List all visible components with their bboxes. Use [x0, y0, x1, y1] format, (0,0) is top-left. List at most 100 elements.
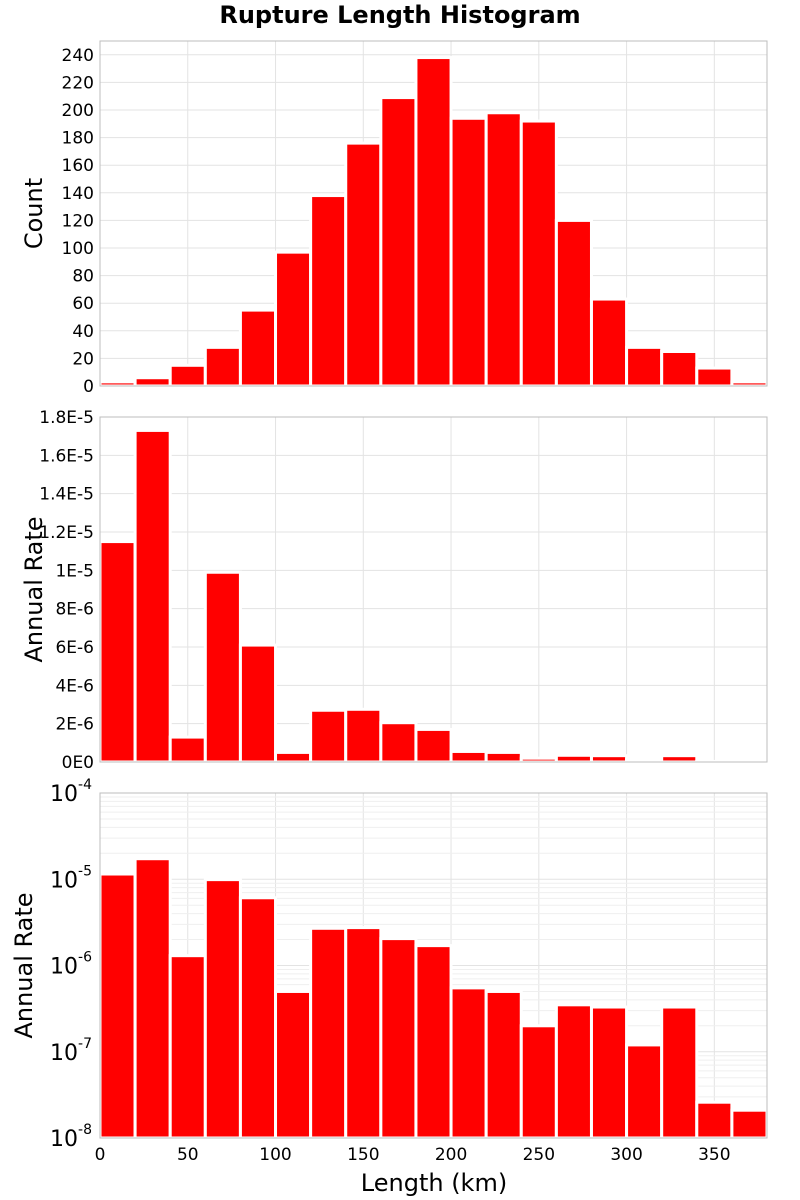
y-tick-label: 10-4: [50, 777, 92, 807]
histogram-bar: [730, 380, 769, 388]
y-tick-label: 0E0: [62, 753, 94, 773]
bars: [98, 857, 769, 1140]
histogram-bar: [589, 754, 629, 764]
y-tick-label: 10-5: [50, 863, 92, 893]
histogram-bar: [554, 218, 593, 388]
histogram-bar: [274, 250, 313, 388]
x-tick-label: 300: [610, 1145, 642, 1165]
histogram-bar: [414, 56, 453, 388]
histogram-bar: [449, 986, 488, 1140]
histogram-bar: [660, 1005, 699, 1140]
histogram-bar: [589, 1005, 629, 1140]
y-tick-label: 1.4E-5: [39, 485, 94, 505]
y-axis-label: Annual Rate: [20, 516, 48, 662]
log-annual-rate-panel: 10-8 10-7 10-6 10-5 10-4 Annual Rate 0 50 100 150…: [10, 777, 769, 1165]
x-tick-labels: 0 50 100 150 200 250 300 350: [95, 1145, 731, 1165]
histogram-bar: [379, 721, 418, 764]
histogram-bar: [625, 1043, 664, 1140]
y-axis-label: Count: [20, 178, 48, 249]
histogram-bar: [414, 727, 453, 764]
y-tick-label: 1.8E-5: [39, 408, 94, 428]
y-tick-label: 6E-6: [55, 638, 94, 658]
y-tick-label: 4E-6: [55, 676, 94, 696]
histogram-bar: [203, 878, 242, 1140]
histogram-bar: [625, 345, 664, 388]
y-tick-label: 160: [62, 156, 94, 176]
y-tick-labels: 0 20 40 60 80 100 120 140 160 180 200 220 240: [62, 46, 94, 397]
histogram-bar: [660, 754, 699, 764]
histogram-bar: [344, 707, 383, 764]
y-tick-label: 1.6E-5: [39, 446, 94, 466]
histogram-bar: [133, 376, 172, 388]
histogram-bar: [484, 989, 523, 1140]
y-tick-label: 10-7: [50, 1036, 92, 1066]
y-tick-label: 1E-5: [55, 561, 94, 581]
x-tick-label: 100: [259, 1145, 291, 1165]
y-tick-label: 80: [72, 267, 94, 287]
x-tick-label: 350: [698, 1145, 730, 1165]
histogram-bar: [98, 380, 137, 388]
histogram-bar: [519, 1024, 558, 1140]
y-tick-label: 100: [62, 239, 94, 259]
histogram-bar: [554, 1003, 593, 1140]
plot-frame: [99, 416, 768, 763]
histogram-bar: [274, 750, 313, 764]
histogram-bar: [695, 366, 734, 388]
chart-panels: 0 20 40 60 80 100 120 140 160 180 200 220 240 Count 0E…: [10, 40, 769, 1165]
histogram-bar: [168, 363, 207, 388]
histogram-bar: [344, 926, 383, 1140]
y-tick-label: 60: [72, 294, 94, 314]
histogram-bar: [133, 857, 172, 1140]
x-tick-label: 200: [435, 1145, 467, 1165]
histogram-bar: [344, 141, 383, 388]
y-tick-label: 200: [62, 101, 94, 121]
plot-frame: [99, 40, 768, 387]
histogram-bar: [379, 96, 418, 388]
bars: [98, 428, 769, 764]
histogram-bar: [309, 708, 348, 764]
histogram-bar: [660, 350, 699, 388]
y-tick-label: 10-6: [50, 950, 92, 980]
histogram-bar: [238, 643, 278, 764]
x-tick-label: 150: [347, 1145, 379, 1165]
gridlines: [99, 416, 767, 763]
y-axis-label: Annual Rate: [10, 892, 38, 1038]
x-tick-label: 0: [95, 1145, 106, 1165]
y-tick-label: 10-8: [50, 1122, 92, 1152]
histogram-bar: [309, 194, 348, 388]
y-tick-label: 1.2E-5: [39, 523, 94, 543]
histogram-bar: [238, 308, 278, 388]
y-tick-label: 8E-6: [55, 600, 94, 620]
histogram-bar: [484, 111, 523, 388]
histogram-bar: [484, 750, 523, 764]
histogram-bar: [554, 753, 593, 764]
histogram-bar: [730, 1108, 769, 1140]
histogram-bar: [168, 954, 207, 1140]
histogram-bar: [98, 872, 137, 1140]
histogram-bar: [133, 428, 172, 764]
histogram-bar: [414, 944, 453, 1140]
histogram-bar: [589, 297, 629, 388]
histogram-bar: [203, 570, 242, 764]
y-tick-label: 240: [62, 46, 94, 66]
y-tick-label: 20: [72, 349, 94, 369]
histogram-bar: [379, 937, 418, 1140]
histogram-bar: [238, 896, 278, 1140]
plot-frame: [99, 792, 768, 1139]
y-tick-label: 2E-6: [55, 715, 94, 735]
histogram-bar: [519, 119, 558, 388]
y-tick-label: 0: [83, 377, 94, 397]
chart-title: Rupture Length Histogram: [219, 1, 580, 29]
x-axis-label: Length (km): [361, 1169, 507, 1197]
histogram-bar: [449, 749, 488, 764]
count-panel: 0 20 40 60 80 100 120 140 160 180 200 220 240 Count: [20, 40, 769, 397]
histogram-bar: [309, 926, 348, 1140]
annual-rate-panel: 0E0 2E-6 4E-6 6E-6 8E-6 1E-5 1.2E-5 1.4E-5 1.6E-…: [20, 408, 769, 773]
histogram-bar: [98, 540, 137, 764]
y-tick-labels: 10-8 10-7 10-6 10-5 10-4: [50, 777, 92, 1152]
bars: [98, 56, 769, 388]
x-tick-label: 250: [523, 1145, 555, 1165]
histogram-bar: [449, 116, 488, 388]
y-tick-labels: 0E0 2E-6 4E-6 6E-6 8E-6 1E-5 1.2E-5 1.4E-5 1.6E-…: [39, 408, 94, 773]
